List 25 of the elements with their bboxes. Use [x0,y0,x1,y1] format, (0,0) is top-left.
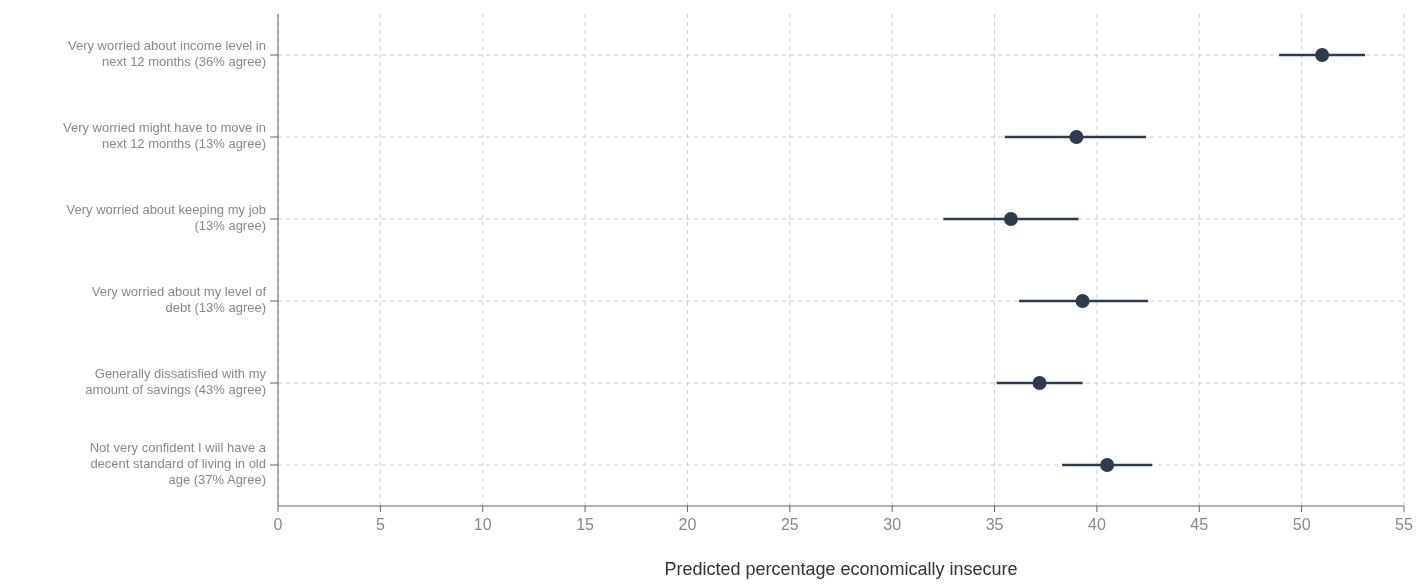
x-tick-label: 55 [1395,516,1413,533]
point [1032,376,1047,390]
x-tick-label: 25 [780,516,799,533]
y-tick-label: Very worried about my level of debt (13% agree) [91,284,267,316]
x-tick-label: 0 [273,516,283,533]
x-tick-label: 50 [1292,516,1311,533]
x-axis-title: Predicted percentage economically insecure [664,559,1018,579]
point [1075,294,1090,308]
y-tick-label: Very worried about income level in next 12 months (36% agree) [68,38,266,70]
point [1003,212,1018,226]
x-tick-label: 35 [985,516,1004,533]
point [1069,130,1084,144]
y-tick-label: Very worried about keeping my job (13% agree) [66,202,266,234]
point [1315,48,1330,62]
x-tick-label: 10 [473,516,492,533]
x-tick-label: 15 [576,516,595,533]
x-tick-label: 30 [883,516,902,533]
x-tick-label: 5 [375,516,385,533]
x-tick-label: 40 [1088,516,1106,533]
y-tick-label: Not very confident I will have a decent standard of living in old age (37% Agree) [89,440,267,488]
y-tick-label: Very worried might have to move in next 12 months (13% agree) [62,120,266,152]
x-tick-label: 20 [678,516,697,533]
y-tick-label: Generally dissatisfied with my amount of savings (43% agree) [85,366,267,398]
point [1100,458,1115,472]
x-tick-label: 45 [1190,516,1209,533]
